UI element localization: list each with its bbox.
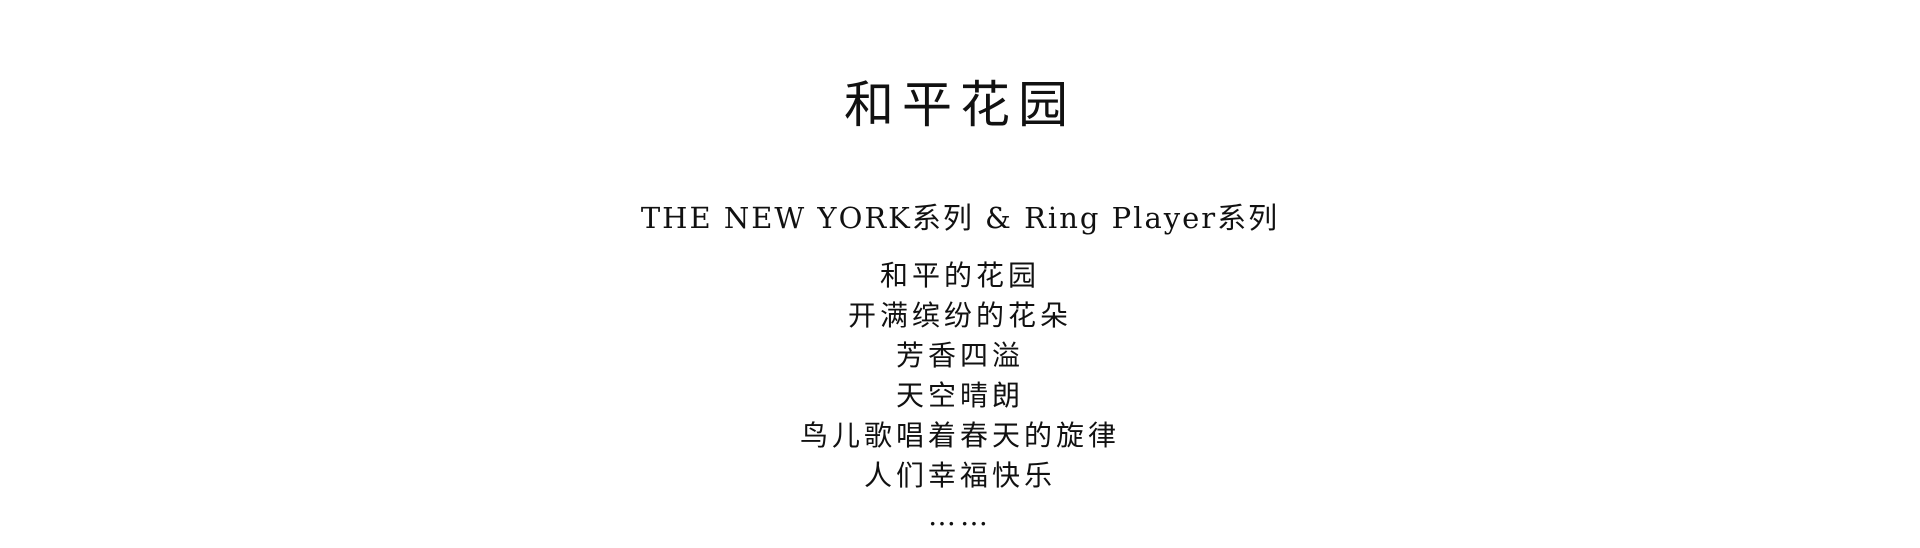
poem-line: 芳香四溢 (895, 338, 1024, 372)
collection-subtitle: THE NEW YORK系列 & Ring Player系列 (640, 200, 1280, 235)
poem-line: 和平的花园 (879, 258, 1040, 292)
poem-block: 和平的花园 开满缤纷的花朵 芳香四溢 天空晴朗 鸟儿歌唱着春天的旋律 人们幸福快… (800, 256, 1120, 536)
page-title: 和平花园 (844, 76, 1076, 134)
poem-ellipsis: …… (927, 498, 992, 532)
poem-line: 鸟儿歌唱着春天的旋律 (799, 418, 1120, 452)
poem-line: 开满缤纷的花朵 (847, 298, 1072, 332)
poem-line: 人们幸福快乐 (863, 458, 1056, 492)
poem-line: 天空晴朗 (895, 378, 1024, 412)
